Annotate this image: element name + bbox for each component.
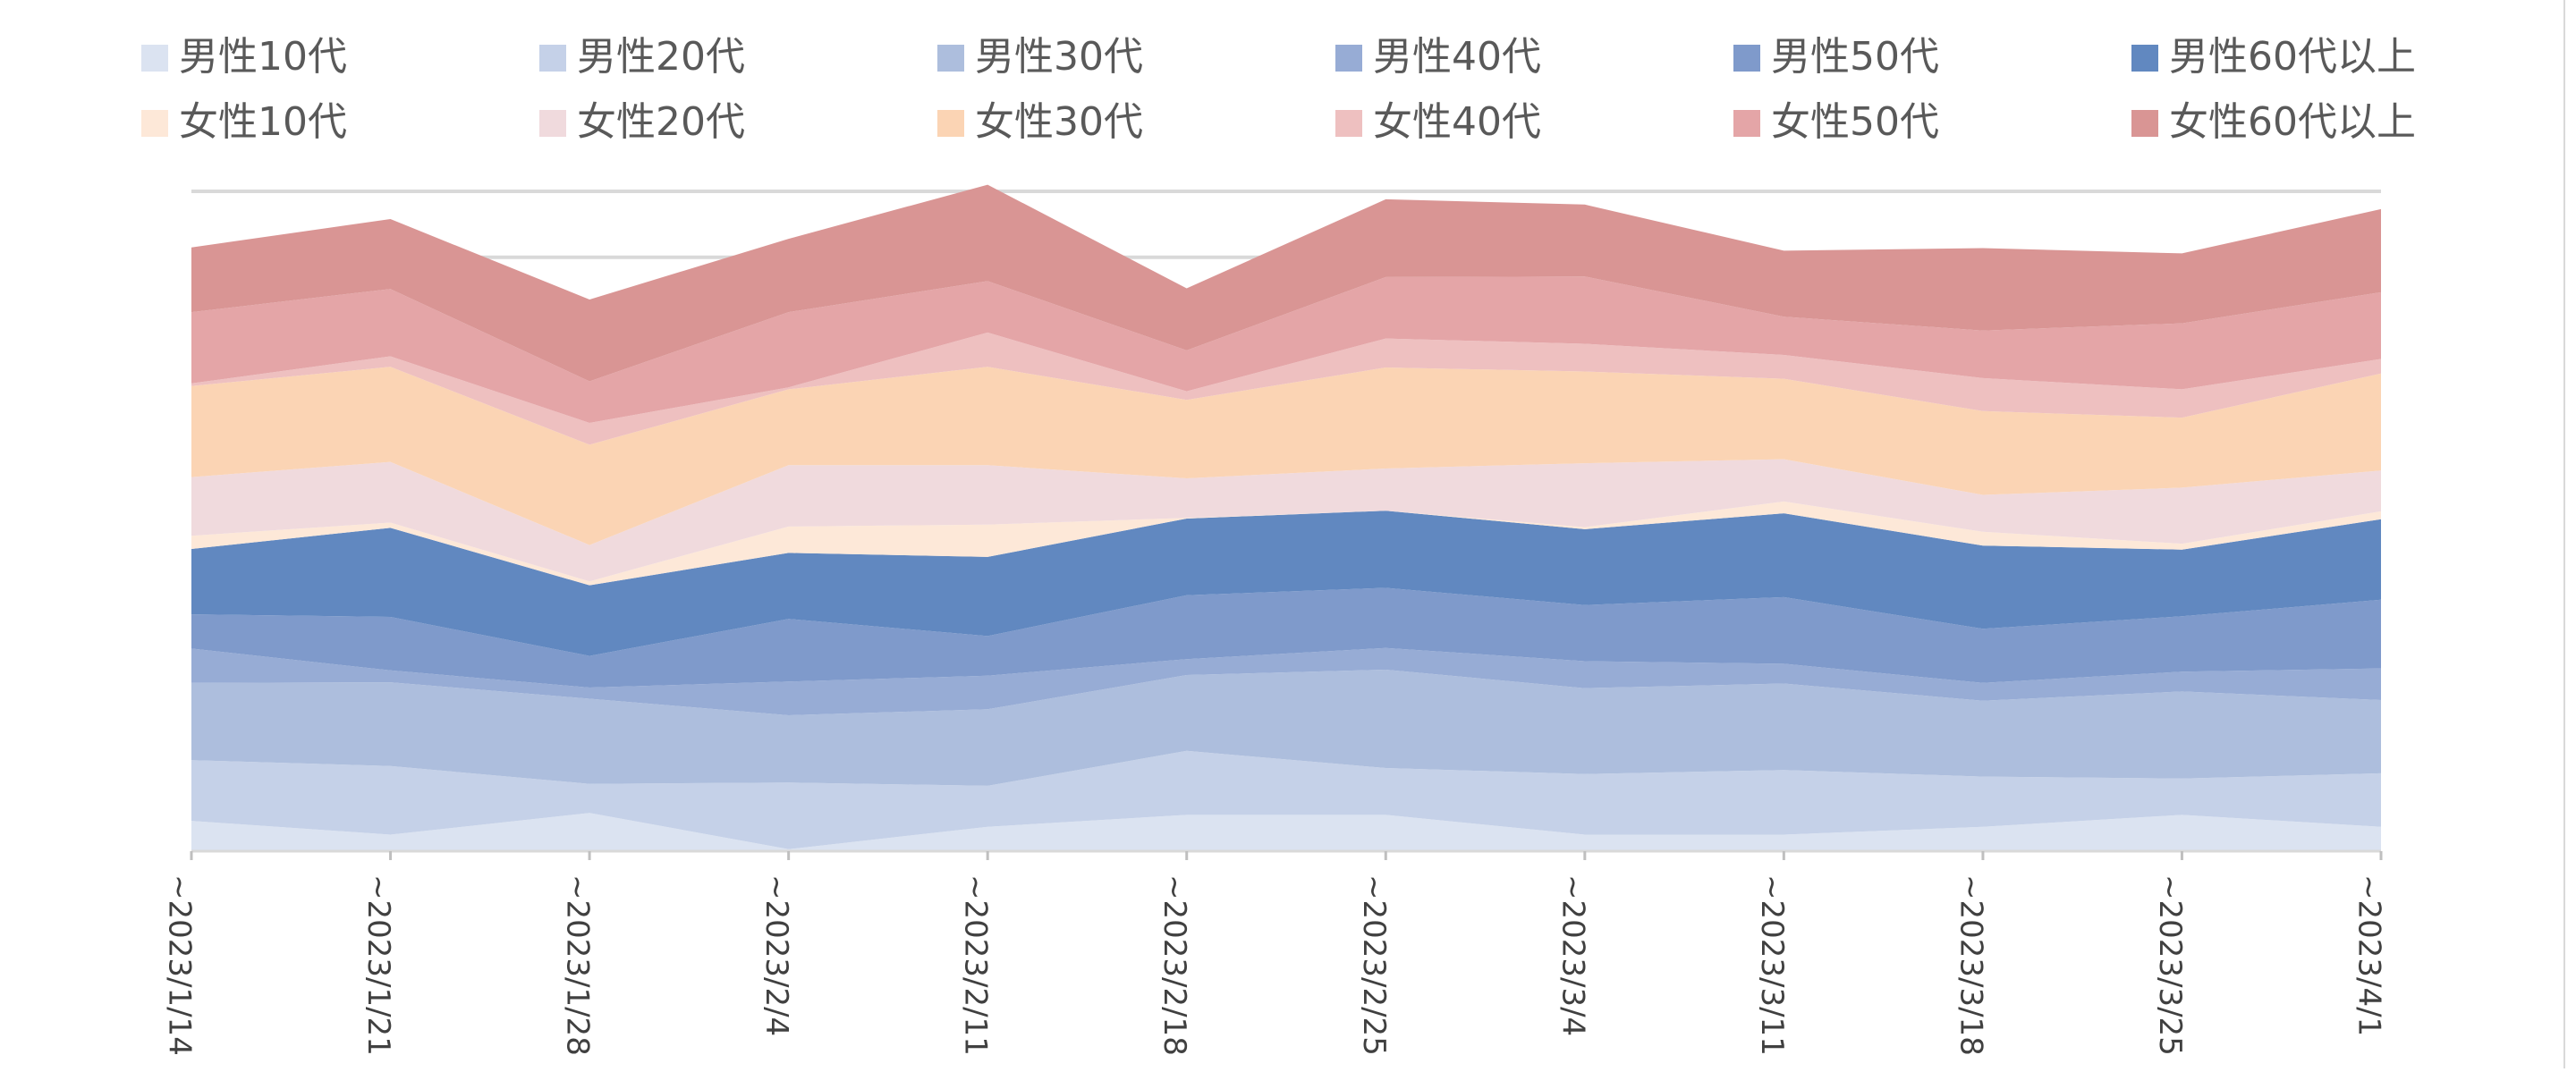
x-tick-label: ~2023/1/21 (360, 874, 396, 1056)
legend-swatch (1335, 110, 1362, 137)
area-series-10 (191, 332, 2381, 445)
area-series-3 (191, 670, 2381, 786)
legend-swatch (539, 45, 566, 72)
legend-swatch (937, 45, 964, 72)
area-series-6 (191, 511, 2381, 656)
x-axis: ~2023/1/14 ~2023/1/21 ~2023/1/28 ~2023/2/4 ~… (162, 849, 2387, 1056)
legend-swatch (1733, 45, 1760, 72)
legend-swatch (141, 110, 168, 137)
x-tick-label: ~2023/3/25 (2152, 874, 2188, 1056)
area-series-5 (191, 587, 2381, 688)
legend-item-6: 男性60代以上 (2131, 34, 2416, 80)
x-tick-label: ~2023/3/11 (1754, 874, 1790, 1056)
legend-label: 女性50代 (1771, 99, 1939, 145)
legend-item-2: 男性20代 (539, 34, 745, 80)
legend-item-3: 男性30代 (937, 34, 1143, 80)
legend-swatch (141, 45, 168, 72)
legend-swatch (539, 110, 566, 137)
legend-item-4: 男性40代 (1335, 34, 1541, 80)
x-tick-label: ~2023/2/25 (1356, 874, 1392, 1056)
area-series-9 (191, 367, 2381, 545)
x-tick-label: ~2023/1/14 (162, 874, 198, 1056)
legend-item-5: 男性50代 (1733, 34, 1939, 80)
legend-item-12: 女性60代以上 (2131, 99, 2416, 145)
legend-item-7: 女性10代 (141, 99, 347, 145)
x-tick-label: ~2023/3/18 (1953, 874, 1988, 1056)
x-tick-label: ~2023/2/11 (958, 874, 994, 1056)
legend-label: 男性40代 (1373, 34, 1541, 80)
legend-label: 男性60代以上 (2169, 34, 2416, 80)
legend-label: 女性40代 (1373, 99, 1541, 145)
legend-label: 男性30代 (975, 34, 1143, 80)
x-tick-label: ~2023/3/4 (1555, 874, 1590, 1036)
legend-swatch (2131, 45, 2158, 72)
legend-label: 女性10代 (179, 99, 347, 145)
legend-label: 男性50代 (1771, 34, 1939, 80)
legend-label: 女性60代以上 (2169, 99, 2416, 145)
x-tick-label: ~2023/1/28 (560, 874, 596, 1056)
legend-label: 女性30代 (975, 99, 1143, 145)
legend-swatch (2131, 110, 2158, 137)
legend-swatch (1335, 45, 1362, 72)
chart-border (2563, 0, 2565, 1068)
area-series-8 (191, 459, 2381, 582)
legend-label: 男性20代 (577, 34, 745, 80)
x-tick-label: ~2023/4/1 (2351, 874, 2387, 1036)
area-series-2 (191, 750, 2381, 849)
legend-swatch (1733, 110, 1760, 137)
area-series-11 (191, 276, 2381, 423)
legend-item-9: 女性30代 (937, 99, 1143, 145)
legend-label: 男性10代 (179, 34, 347, 80)
x-tick-label: ~2023/2/18 (1157, 874, 1192, 1056)
area-series-12 (191, 184, 2381, 382)
legend-item-11: 女性50代 (1733, 99, 1939, 145)
legend-label: 女性20代 (577, 99, 745, 145)
legend-item-10: 女性40代 (1335, 99, 1541, 145)
area-series-1 (191, 813, 2381, 851)
area-series (191, 184, 2381, 851)
x-tick-label: ~2023/2/4 (758, 874, 794, 1036)
legend-swatch (937, 110, 964, 137)
area-series-4 (191, 647, 2381, 715)
legend-item-8: 女性20代 (539, 99, 745, 145)
legend-item-1: 男性10代 (141, 34, 347, 80)
